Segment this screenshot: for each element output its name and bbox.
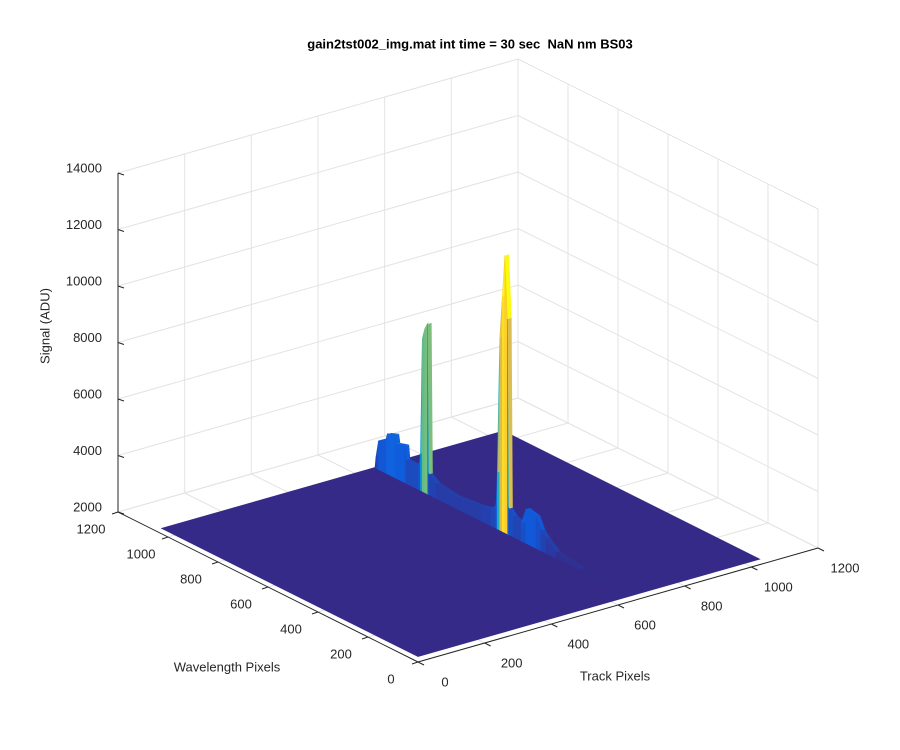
y-tick <box>411 661 419 665</box>
z-tick-label: 10000 <box>66 273 102 288</box>
x-tick-label: 0 <box>441 674 448 689</box>
z-tick <box>117 229 125 232</box>
ridge-top <box>546 537 561 553</box>
z-tick-label: 14000 <box>66 160 102 175</box>
z-tick-label: 8000 <box>73 330 102 345</box>
ridge-segment <box>378 438 387 475</box>
ridge-top <box>396 443 410 446</box>
z-tick <box>117 511 125 515</box>
grid-line <box>117 171 819 323</box>
z-tick <box>117 285 125 289</box>
ridge-segment <box>490 504 497 530</box>
x-tick-label: 800 <box>701 598 723 613</box>
z-tick <box>117 455 125 458</box>
x-tick <box>684 585 691 590</box>
z-tick <box>117 172 125 176</box>
ridge-top <box>405 444 411 461</box>
grid-line <box>117 284 819 436</box>
x-tick <box>751 566 758 571</box>
y-tick-label: 1200 <box>77 521 106 536</box>
grid-line <box>117 340 819 492</box>
y-tick <box>361 636 369 640</box>
ridge-top <box>507 317 513 509</box>
y-tick-label: 200 <box>330 646 352 661</box>
y-tick-label: 0 <box>387 671 394 686</box>
grid-line <box>117 58 819 210</box>
y-tick <box>311 611 319 615</box>
ridge-top <box>581 568 636 596</box>
ridge-segment <box>387 433 396 479</box>
x-tick-label: 1200 <box>831 560 860 575</box>
y-tick-label: 400 <box>280 621 302 636</box>
y-axis-label: Wavelength Pixels <box>174 659 281 674</box>
z-tick <box>117 398 125 402</box>
x-tick-label: 400 <box>567 636 589 651</box>
x-tick-label: 200 <box>501 655 523 670</box>
grid-line <box>117 114 819 266</box>
y-tick-label: 1000 <box>127 546 156 561</box>
ridge-segment <box>395 443 406 484</box>
x-tick-label: 600 <box>634 617 656 632</box>
x-axis-label: Track Pixels <box>580 668 651 683</box>
ridge-top <box>508 507 518 517</box>
x-tick <box>817 547 825 552</box>
ridge-top <box>436 482 461 497</box>
y-tick <box>261 586 269 590</box>
z-axis-label: Signal (ADU) <box>37 288 52 364</box>
grid-line <box>117 397 819 549</box>
y-tick <box>161 536 169 540</box>
ridge-top <box>505 254 512 319</box>
x-tick-label: 1000 <box>764 579 793 594</box>
ridge-top <box>556 551 586 570</box>
y-tick <box>211 561 219 565</box>
ridge-top <box>456 495 486 507</box>
x-tick <box>484 642 491 647</box>
z-tick-label: 4000 <box>73 443 102 458</box>
grid-line <box>117 227 819 379</box>
z-tick-label: 12000 <box>66 217 102 232</box>
ridge-top <box>427 323 433 475</box>
y-tick <box>111 511 119 515</box>
y-tick-label: 600 <box>230 596 252 611</box>
ridge-top <box>536 515 546 531</box>
ridge-top <box>526 508 541 517</box>
ridge-top <box>428 473 441 484</box>
x-tick <box>617 604 625 609</box>
ridge-top <box>387 433 400 436</box>
x-tick <box>551 623 558 628</box>
z-tick-label: 2000 <box>73 499 102 514</box>
z-tick <box>117 342 125 345</box>
ridge-top <box>395 433 401 445</box>
ridge-top <box>541 529 551 539</box>
y-tick-label: 800 <box>180 571 202 586</box>
chart-title: gain2tst002_img.mat int time = 30 sec Na… <box>307 36 633 51</box>
x-tick <box>417 661 425 666</box>
z-tick-label: 6000 <box>73 386 102 401</box>
